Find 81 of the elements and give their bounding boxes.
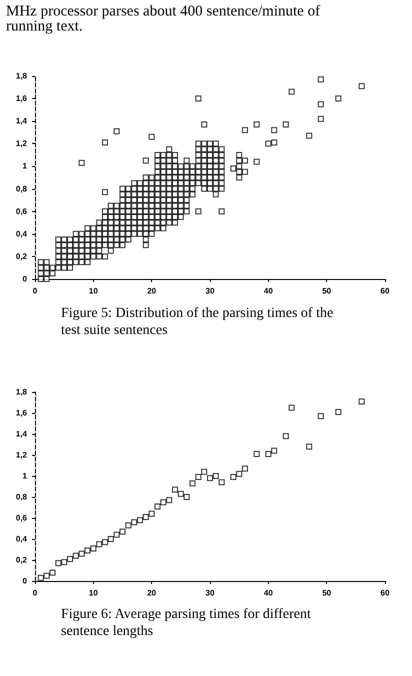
- point: [236, 470, 242, 477]
- point: [178, 490, 184, 497]
- point: [38, 574, 44, 581]
- y-tick-label: 1,6: [16, 408, 28, 418]
- x-tick-label: 60: [380, 588, 390, 598]
- point: [108, 536, 114, 542]
- y-tick-label: 0,6: [16, 514, 28, 522]
- y-tick-label: 0: [22, 274, 28, 284]
- x-tick-label: 0: [32, 286, 38, 296]
- point: [271, 448, 278, 454]
- point: [184, 494, 190, 500]
- x-tick-label: 40: [264, 286, 274, 296]
- point: [154, 503, 160, 510]
- point: [282, 433, 289, 440]
- point: [131, 519, 138, 526]
- y-tick-label: 1: [22, 472, 28, 480]
- y-tick-label: 0,4: [16, 229, 28, 238]
- point: [160, 499, 166, 506]
- point: [61, 559, 68, 566]
- point: [102, 539, 108, 546]
- text: Figure 5: Distribution of the parsing times of the test suite sentences: [61, 306, 337, 338]
- point: [114, 532, 120, 538]
- y-tick-label: 1,8: [16, 72, 28, 80]
- point: [318, 413, 324, 420]
- point: [50, 570, 56, 576]
- point: [306, 444, 312, 450]
- point: [72, 552, 79, 559]
- point: [148, 510, 155, 517]
- point: [212, 473, 219, 479]
- text: Figure 6: Average parsing times for different sentence lengths: [61, 607, 314, 639]
- y-tick-label: 1,4: [16, 430, 28, 438]
- point: [218, 479, 225, 486]
- x-tick-label: 10: [88, 286, 98, 296]
- point: [201, 468, 208, 475]
- point: [67, 556, 73, 562]
- y-tick-label: 1,4: [16, 116, 28, 126]
- x-tick-label: 50: [322, 588, 332, 598]
- point: [125, 522, 132, 528]
- point: [358, 398, 365, 404]
- y-tick-label: 0,6: [16, 206, 28, 216]
- point: [254, 450, 260, 457]
- point: [195, 474, 202, 480]
- x-tick-label: 10: [88, 588, 98, 598]
- point: [120, 528, 126, 535]
- y-tick-label: 0,2: [16, 252, 28, 261]
- x-tick-label: 60: [380, 286, 390, 296]
- x-tick-label: 40: [264, 588, 274, 598]
- x-tick-label: 30: [206, 286, 215, 296]
- point: [44, 572, 50, 579]
- point: [288, 404, 295, 411]
- point: [84, 548, 90, 554]
- text: MHz processor parses about 400 sentence/minute of running text.: [6, 4, 324, 34]
- point: [55, 560, 62, 566]
- y-tick-label: 0,2: [16, 556, 28, 564]
- point: [166, 497, 172, 504]
- y-tick-label: 1,2: [16, 450, 28, 460]
- y-tick-label: 1,8: [16, 388, 28, 396]
- point: [207, 475, 213, 482]
- x-tick-label: 50: [322, 286, 332, 296]
- point: [190, 480, 196, 486]
- point: [90, 545, 96, 552]
- x-tick-label: 30: [206, 588, 215, 598]
- point: [265, 450, 272, 457]
- y-tick-label: 0,8: [16, 492, 28, 502]
- point: [78, 550, 85, 557]
- y-tick-label: 1,6: [16, 94, 28, 104]
- point: [96, 541, 102, 548]
- y-tick-label: 1: [22, 162, 28, 171]
- point: [335, 408, 342, 415]
- y-tick-label: 0,8: [16, 184, 28, 194]
- y-tick-label: 1,2: [16, 139, 28, 148]
- y-tick-label: 0: [22, 576, 28, 586]
- x-tick-label: 20: [147, 286, 157, 296]
- point: [242, 466, 248, 472]
- point: [230, 474, 236, 480]
- y-tick-label: 0,4: [16, 534, 28, 544]
- x-tick-label: 0: [32, 588, 38, 598]
- point: [137, 517, 143, 524]
- x-tick-label: 20: [147, 588, 157, 598]
- point: [142, 514, 149, 520]
- point: [172, 486, 178, 493]
